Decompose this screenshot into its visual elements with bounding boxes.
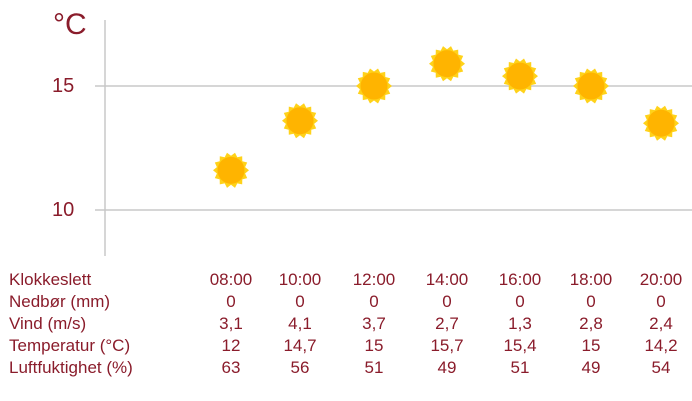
table-cell: 1,3 bbox=[508, 314, 532, 333]
table-cell: 0 bbox=[226, 292, 236, 311]
table-cell: 14:00 bbox=[425, 270, 469, 289]
table-row: Luftfuktighet (%) 63 56 51 49 51 49 54 bbox=[0, 358, 692, 380]
y-tick-label: 15 bbox=[52, 75, 75, 97]
row-label: Luftfuktighet (%) bbox=[9, 358, 133, 377]
table-cell: 0 bbox=[586, 292, 596, 311]
table-row: Temperatur (°C) 12 14,7 15 15,7 15,4 15 14,2 bbox=[0, 336, 692, 358]
table-cell: 16:00 bbox=[498, 270, 542, 289]
table-cell: 15 bbox=[364, 336, 384, 355]
row-label: Nedbør (mm) bbox=[9, 292, 111, 311]
row-label: Vind (m/s) bbox=[9, 314, 87, 333]
table-cell: 12:00 bbox=[352, 270, 396, 289]
table-row: Klokkeslett 08:00 10:00 12:00 14:00 16:00 18:0… bbox=[0, 270, 692, 292]
table-cell: 2,8 bbox=[579, 314, 603, 333]
table-cell: 0 bbox=[369, 292, 379, 311]
table-row: Nedbør (mm) 0 0 0 0 0 0 0 bbox=[0, 292, 692, 314]
table-row: Vind (m/s) 3,1 4,1 3,7 2,7 1,3 2,8 2,4 bbox=[0, 314, 692, 336]
sun-icon bbox=[356, 68, 392, 104]
sun-icon bbox=[429, 46, 465, 82]
table-cell: 0 bbox=[656, 292, 666, 311]
table-cell: 2,7 bbox=[435, 314, 459, 333]
table-cell: 51 bbox=[510, 358, 530, 377]
chart-plot bbox=[95, 20, 692, 256]
table-cell: 0 bbox=[295, 292, 305, 311]
table-cell: 15,4 bbox=[503, 336, 537, 355]
y-tick-label: 10 bbox=[52, 199, 75, 221]
row-label: Temperatur (°C) bbox=[9, 336, 131, 355]
table-cell: 3,1 bbox=[219, 314, 243, 333]
table-cell: 15,7 bbox=[430, 336, 464, 355]
sun-icon bbox=[502, 58, 538, 94]
table-cell: 14,2 bbox=[644, 336, 678, 355]
table-cell: 63 bbox=[221, 358, 241, 377]
row-label: Klokkeslett bbox=[9, 270, 92, 289]
y-axis-unit: °C bbox=[53, 8, 87, 41]
table-cell: 51 bbox=[364, 358, 384, 377]
sun-icon bbox=[213, 152, 249, 188]
sun-icon bbox=[643, 105, 679, 141]
table-cell: 20:00 bbox=[639, 270, 683, 289]
table-cell: 0 bbox=[442, 292, 452, 311]
table-cell: 12 bbox=[221, 336, 241, 355]
table-cell: 14,7 bbox=[283, 336, 317, 355]
table-cell: 18:00 bbox=[569, 270, 613, 289]
table-cell: 54 bbox=[651, 358, 671, 377]
table-cell: 49 bbox=[437, 358, 457, 377]
table-cell: 4,1 bbox=[288, 314, 312, 333]
table-cell: 10:00 bbox=[278, 270, 322, 289]
table-cell: 3,7 bbox=[362, 314, 386, 333]
sun-icon bbox=[573, 68, 609, 104]
table-cell: 08:00 bbox=[209, 270, 253, 289]
sun-icon bbox=[282, 103, 318, 139]
table-cell: 49 bbox=[581, 358, 601, 377]
table-cell: 15 bbox=[581, 336, 601, 355]
table-cell: 2,4 bbox=[649, 314, 673, 333]
table-cell: 0 bbox=[515, 292, 525, 311]
table-cell: 56 bbox=[290, 358, 310, 377]
